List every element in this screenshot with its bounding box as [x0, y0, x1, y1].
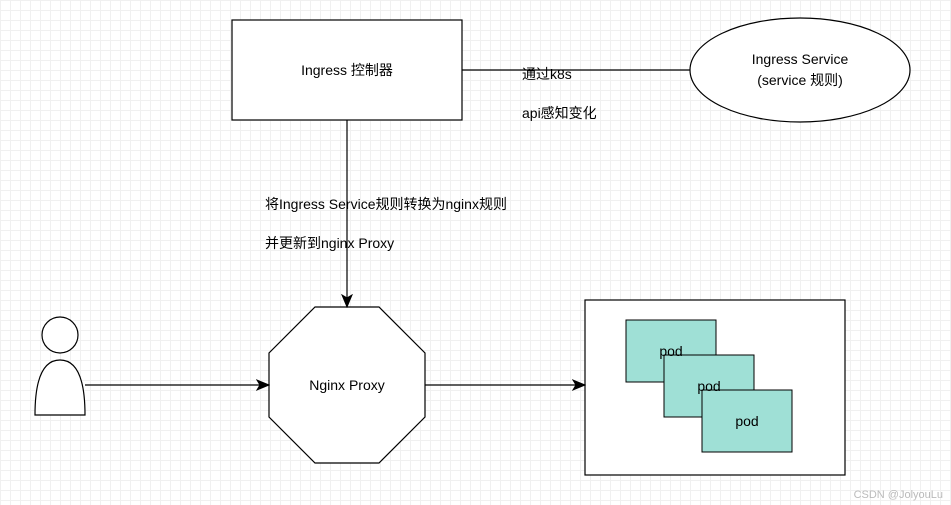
edge-label-k8s-api: 通过k8s api感知变化 — [522, 45, 597, 143]
edge-label-rule-convert-line2: 并更新到nginx Proxy — [265, 234, 507, 254]
watermark-text: CSDN @JolyouLu — [854, 489, 943, 501]
edge-label-rule-convert: 将Ingress Service规则转换为nginx规则 并更新到nginx P… — [265, 175, 507, 273]
ingress-service-ellipse — [690, 18, 910, 122]
pod-box-3 — [702, 390, 792, 452]
nginx-proxy-octagon — [269, 307, 425, 463]
ingress-controller-box — [232, 20, 462, 120]
edge-label-k8s-api-line2: api感知变化 — [522, 104, 597, 124]
edge-label-rule-convert-line1: 将Ingress Service规则转换为nginx规则 — [265, 195, 507, 215]
user-icon — [35, 317, 85, 415]
edge-label-k8s-api-line1: 通过k8s — [522, 65, 597, 85]
